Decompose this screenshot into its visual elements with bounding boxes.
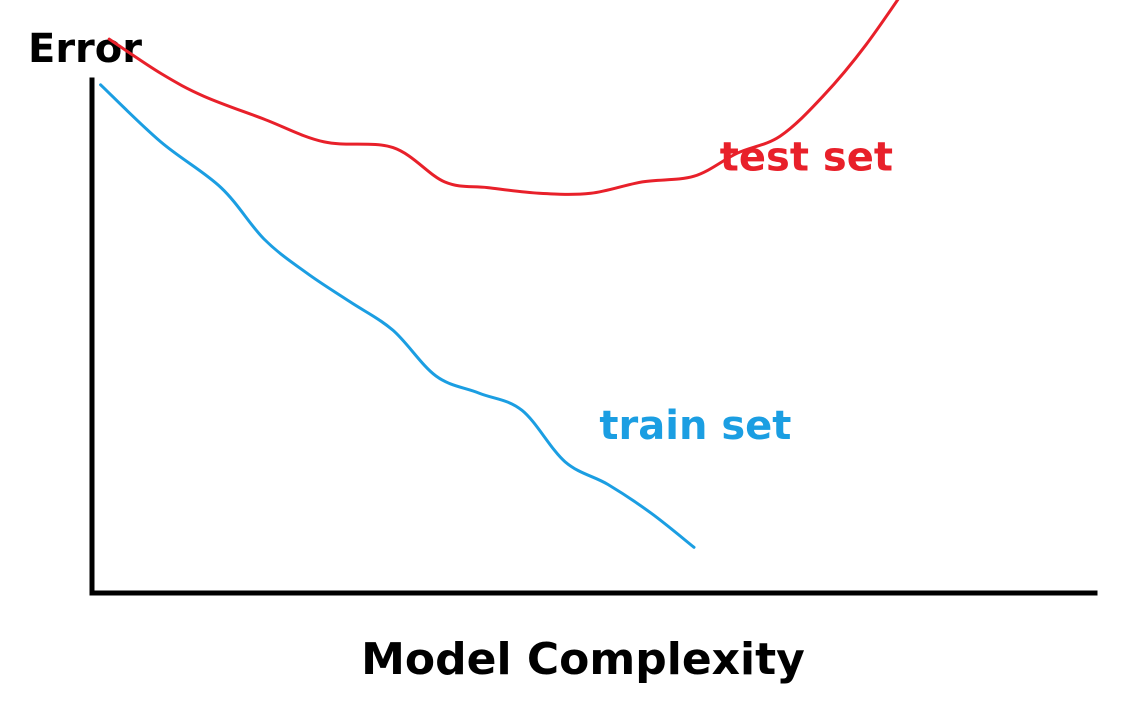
- series-label-test-set: test set: [720, 135, 893, 181]
- series-line-test-set: [107, 0, 900, 196]
- series-layer: [99, 0, 900, 549]
- x-axis-label: Model Complexity: [361, 634, 805, 685]
- series-label-train-set: train set: [599, 403, 791, 449]
- annotation-layer: test set train set: [599, 135, 893, 449]
- series-line-train-set: [99, 83, 696, 549]
